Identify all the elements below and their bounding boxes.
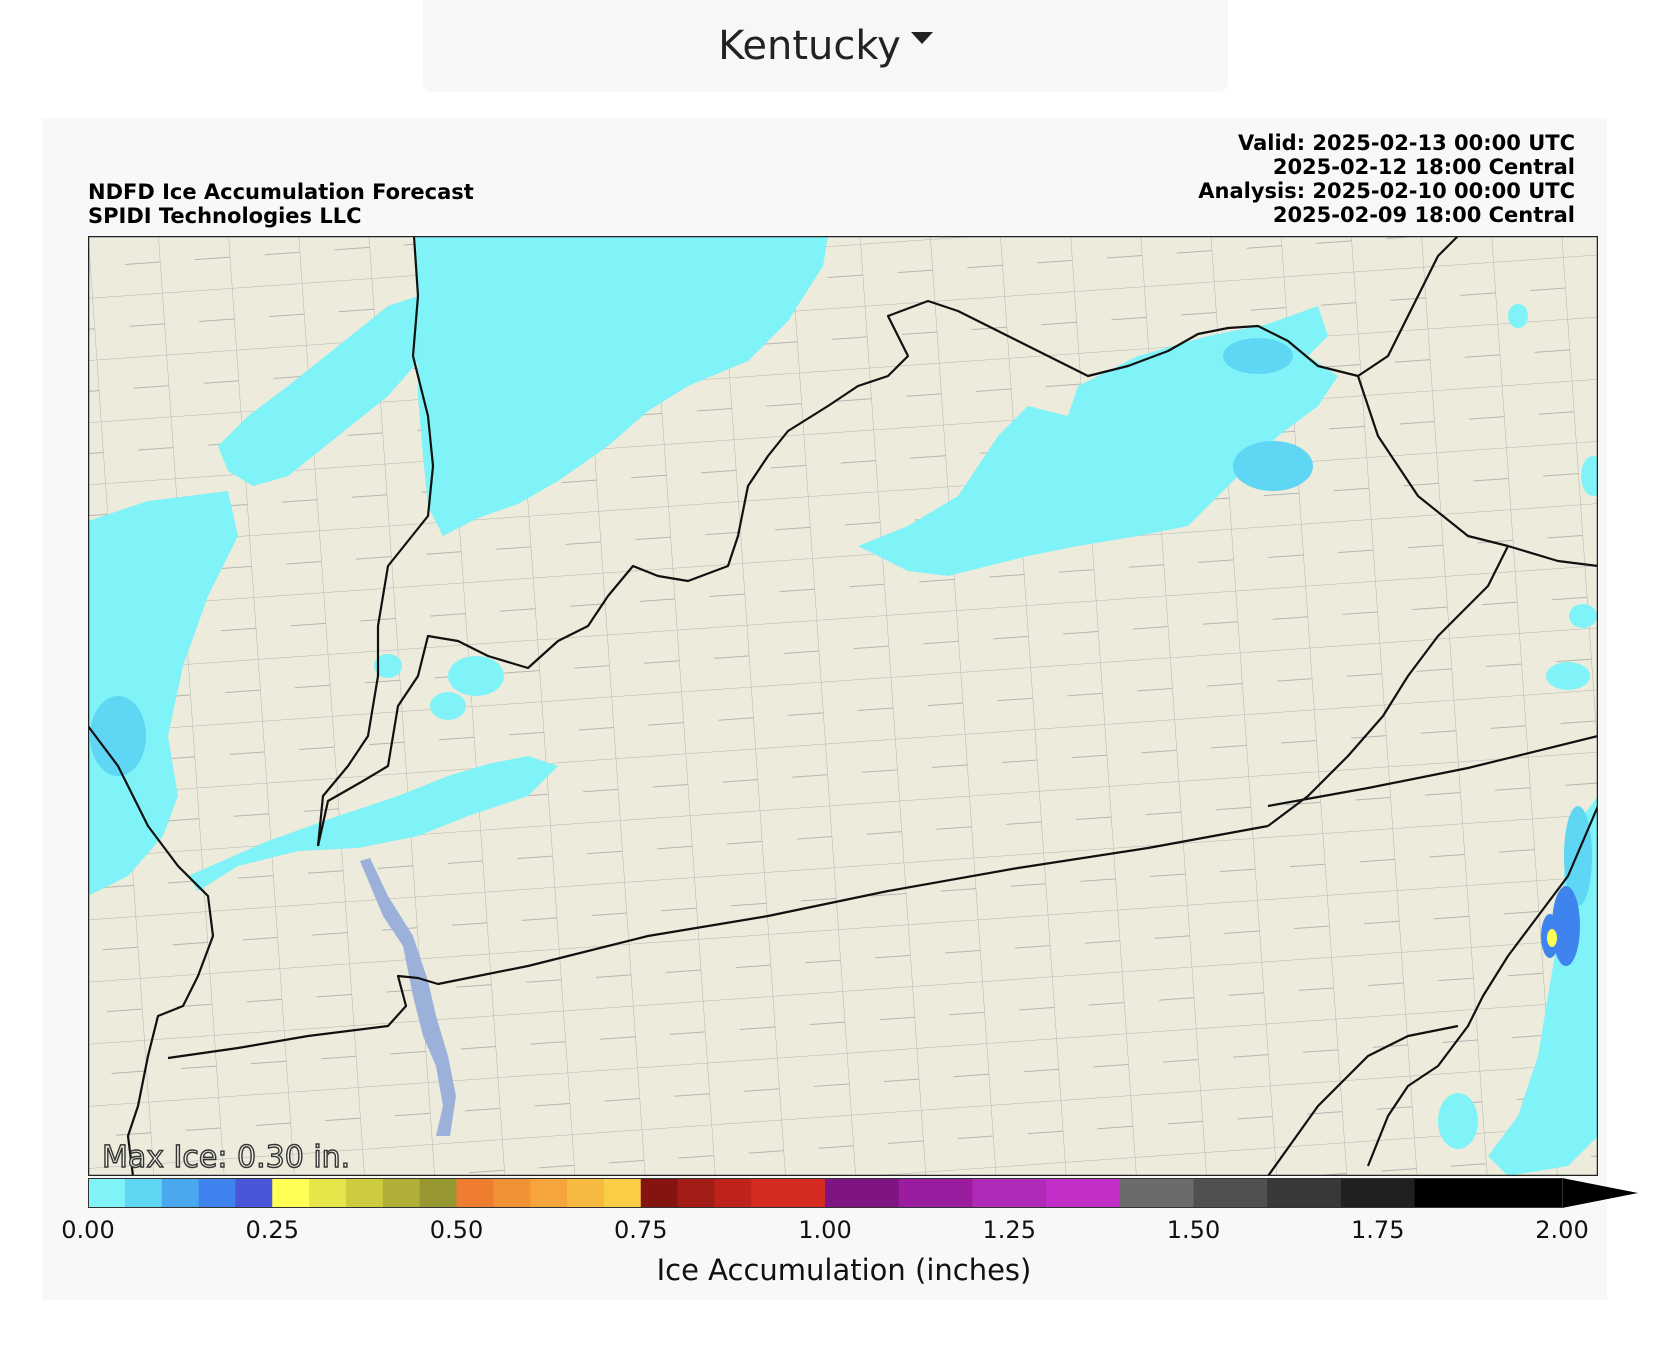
colorbar-segment (1267, 1178, 1342, 1208)
colorbar-segment (1414, 1178, 1563, 1208)
colorbar-segments (88, 1178, 1563, 1208)
colorbar-segment (272, 1178, 310, 1208)
ice-accumulation-regions (88, 236, 1598, 1176)
colorbar-segment (714, 1178, 752, 1208)
ice-map (88, 236, 1598, 1176)
indiana-illinois-border (316, 236, 435, 847)
caret-down-icon (910, 32, 933, 44)
colorbar-tick-label: 2.00 (1535, 1216, 1589, 1244)
colorbar-segment (382, 1178, 421, 1208)
colorbar-segment (88, 1178, 126, 1208)
colorbar-segment (1340, 1178, 1416, 1208)
ice-mid-regions (90, 338, 1592, 906)
colorbar-ticks: 0.00 0.25 0.50 0.75 1.00 1.25 1.50 1.75 2.00 (61, 1216, 1600, 1246)
colorbar-segment (198, 1178, 236, 1208)
colorbar-segment (309, 1178, 347, 1208)
colorbar-tick-label: 0.75 (614, 1216, 668, 1244)
state-selector[interactable]: Kentucky (423, 0, 1228, 92)
ice-patch-5 (1569, 604, 1597, 628)
kentucky-tennessee-border (167, 824, 1269, 1060)
colorbar-segment (419, 1178, 457, 1208)
colorbar-segment (345, 1178, 384, 1208)
ice-mid-1 (1223, 338, 1293, 374)
figure-timestamps: Valid: 2025-02-13 00:00 UTC 2025-02-12 1… (1198, 131, 1575, 227)
valid-utc: Valid: 2025-02-13 00:00 UTC (1238, 131, 1575, 155)
ice-mid-4 (1564, 806, 1592, 906)
blue-ridge-border (1366, 805, 1598, 1167)
colorbar-segment (235, 1178, 273, 1208)
state-boundaries (88, 236, 1598, 1176)
ice-patch-8 (1438, 1093, 1478, 1149)
kentucky-lake (360, 858, 456, 1136)
colorbar-segment (124, 1178, 163, 1208)
colorbar-extend-arrow (1562, 1178, 1638, 1208)
colorbar-tick-label: 1.50 (1166, 1216, 1221, 1244)
max-ice-label: Max Ice: 0.30 in. (101, 1139, 351, 1175)
ice-heavy-1 (1552, 886, 1580, 966)
ice-patch-4 (1581, 456, 1598, 496)
ice-region-northern-kentucky (858, 306, 1338, 576)
ohio-river-north-kentucky (316, 236, 1459, 847)
map-border (88, 236, 1598, 1176)
colorbar-segment (567, 1178, 605, 1208)
colorbar-segment (603, 1178, 642, 1208)
ice-region-ohio-river (188, 756, 558, 891)
colorbar-segment (1046, 1178, 1121, 1208)
ice-mid-2 (1233, 441, 1313, 491)
colorbar-outline (88, 1178, 1563, 1208)
colorbar-segment (1119, 1178, 1194, 1208)
colorbar-segment (825, 1178, 900, 1208)
colorbar-label: Ice Accumulation (inches) (656, 1253, 1032, 1287)
colorbar-segment (640, 1178, 679, 1208)
colorbar (88, 1178, 1638, 1208)
colorbar-tick-label: 1.00 (798, 1216, 852, 1244)
colorbar-segment (677, 1178, 715, 1208)
ice-region-indiana (416, 236, 828, 536)
colorbar-segment (530, 1178, 568, 1208)
virginia-tennessee-border (1267, 734, 1598, 808)
ice-patch-1 (448, 656, 504, 696)
ice-patch-3 (374, 654, 402, 678)
colorbar-segment (972, 1178, 1047, 1208)
colorbar-tick-label: 1.25 (982, 1216, 1036, 1244)
colorbar-tick-label: 0.00 (61, 1216, 115, 1244)
ice-patch-7 (1508, 304, 1528, 328)
valid-central: 2025-02-12 18:00 Central (1272, 155, 1575, 179)
ice-max-spot (1547, 929, 1557, 947)
colorbar-segment (1193, 1178, 1268, 1208)
ice-mid-3 (90, 696, 146, 776)
ice-heavy-regions (1541, 886, 1580, 966)
colorbar-tick-label: 0.25 (245, 1216, 299, 1244)
west-virginia-border (1356, 375, 1598, 568)
colorbar-segment (456, 1178, 494, 1208)
ice-region-illinois-band (218, 296, 423, 486)
colorbar-segment (161, 1178, 200, 1208)
analysis-utc: Analysis: 2025-02-10 00:00 UTC (1198, 179, 1575, 203)
colorbar-tick-label: 0.50 (429, 1216, 484, 1244)
kentucky-virginia-border (1267, 545, 1509, 827)
figure-title: NDFD Ice Accumulation Forecast SPIDI Tec… (88, 180, 474, 228)
tennessee-river-southwest (1267, 1024, 1459, 1176)
colorbar-segment (493, 1178, 531, 1208)
forecast-figure: NDFD Ice Accumulation Forecast SPIDI Tec… (42, 118, 1638, 1300)
ice-region-west-edge (88, 491, 238, 896)
ice-patch-2 (430, 692, 466, 720)
analysis-central: 2025-02-09 18:00 Central (1272, 203, 1575, 227)
title-line-1: NDFD Ice Accumulation Forecast (88, 180, 474, 204)
colorbar-segment (898, 1178, 973, 1208)
mississippi-river (88, 725, 215, 1176)
title-line-2: SPIDI Technologies LLC (88, 204, 362, 228)
state-selector-label: Kentucky (718, 23, 901, 69)
colorbar-tick-label: 1.75 (1351, 1216, 1405, 1244)
ice-patch-6 (1546, 662, 1590, 690)
colorbar-segment (751, 1178, 826, 1208)
